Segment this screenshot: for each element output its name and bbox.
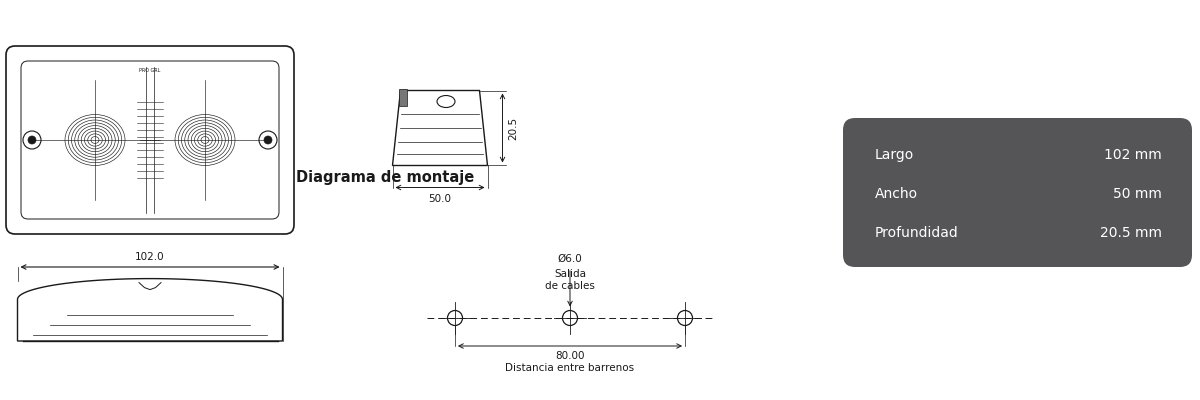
Bar [398, 90, 407, 106]
Text: Profundidad: Profundidad [875, 226, 959, 240]
Text: 80.00: 80.00 [556, 351, 584, 361]
Text: Salida: Salida [554, 269, 586, 279]
Text: Ancho: Ancho [875, 187, 918, 201]
Text: 50 mm: 50 mm [1114, 187, 1162, 201]
Text: 102 mm: 102 mm [1104, 148, 1162, 162]
FancyBboxPatch shape [844, 118, 1192, 267]
FancyBboxPatch shape [6, 46, 294, 234]
Text: Ø6.0: Ø6.0 [558, 254, 582, 264]
Circle shape [28, 136, 36, 144]
Text: 20.5 mm: 20.5 mm [1100, 226, 1162, 240]
Text: 20.5: 20.5 [509, 116, 518, 140]
Text: Largo: Largo [875, 148, 914, 162]
FancyBboxPatch shape [20, 61, 280, 219]
Text: 50.0: 50.0 [428, 194, 451, 204]
Text: de cables: de cables [545, 281, 595, 291]
Text: Distancia entre barrenos: Distancia entre barrenos [505, 363, 635, 373]
Text: Diagrama de montaje: Diagrama de montaje [296, 170, 474, 185]
Text: 102.0: 102.0 [136, 252, 164, 262]
Text: PRO GRL: PRO GRL [139, 68, 161, 73]
Circle shape [264, 136, 272, 144]
